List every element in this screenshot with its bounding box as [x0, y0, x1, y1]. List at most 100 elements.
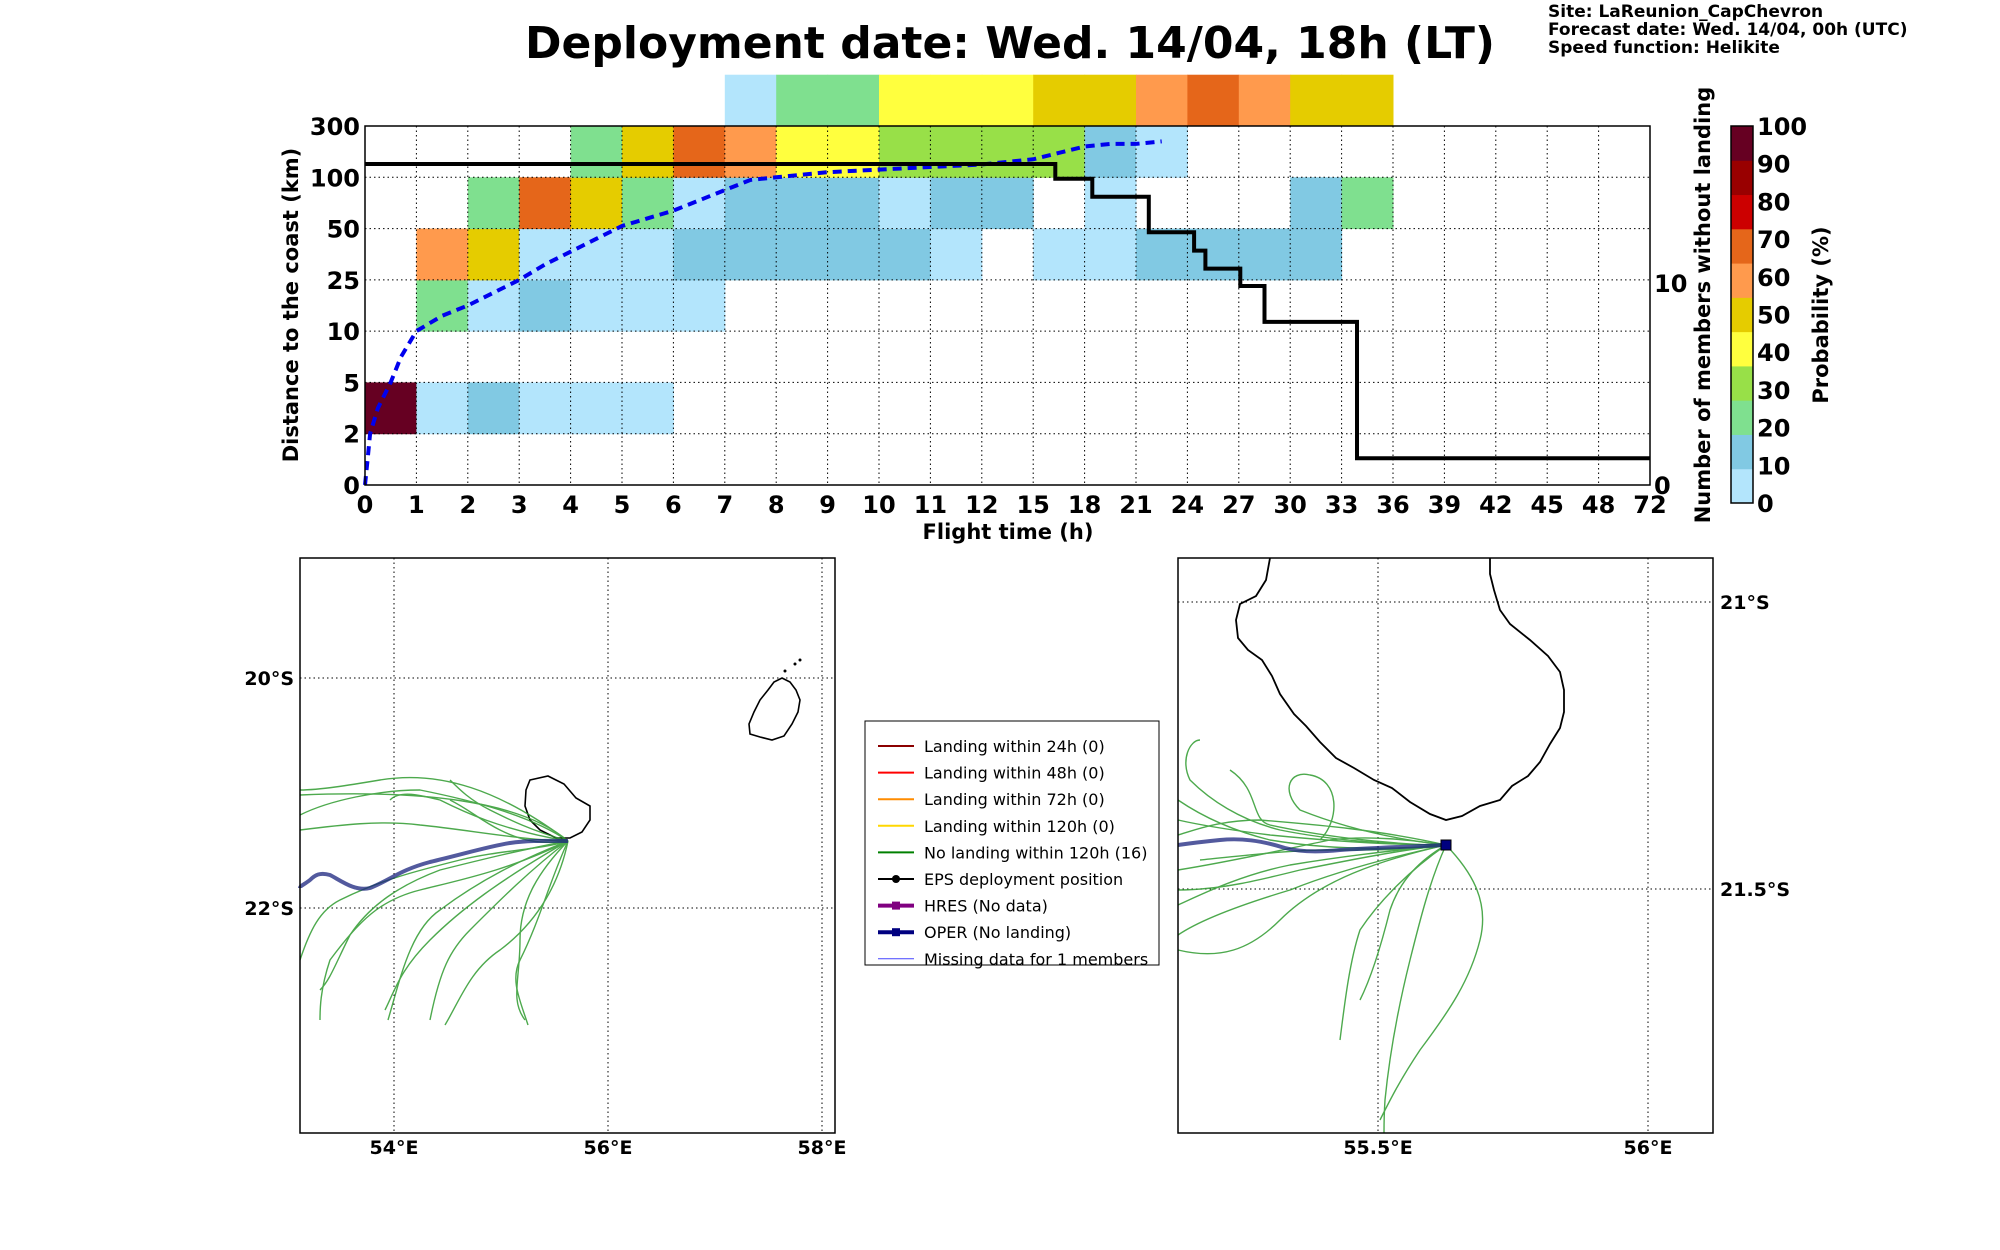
heatmap-cell — [519, 177, 572, 230]
heatmap-cell — [776, 177, 829, 230]
colorbar-segment — [1731, 160, 1753, 196]
heatmap-cell — [1084, 228, 1137, 281]
heatmap-cell — [622, 177, 674, 230]
heatmap-cell — [570, 126, 623, 178]
x-tick-label: 4 — [562, 491, 579, 519]
colorbar-label: Probability (%) — [1809, 226, 1833, 403]
heatmap-cell — [724, 74, 777, 127]
reunion-coastline — [524, 775, 591, 839]
map-right: 55.5°E 56°E 21°S 21.5°S — [1177, 557, 1790, 1159]
colorbar-tick-labels: 0 10 20 30 40 50 60 70 80 90 100 — [1757, 113, 1807, 518]
x-tick-label: 6 — [665, 491, 682, 519]
oper-trajectory-right — [1177, 837, 1447, 854]
heatmap-cell — [879, 74, 931, 127]
heatmap-cell — [622, 126, 674, 178]
map-left-tick-labels: 54°E 56°E 58°E 20°S 22°S — [244, 668, 846, 1159]
map-right-lat-tick: 21.5°S — [1720, 879, 1790, 901]
y2-tick-label: 10 — [1654, 270, 1687, 298]
x-tick-label: 24 — [1171, 491, 1204, 519]
x-tick-label: 18 — [1068, 491, 1101, 519]
heatmap-cell — [1341, 177, 1394, 230]
heatmap-cell — [1290, 228, 1343, 281]
chart-grid — [365, 126, 1650, 485]
colorbar-segment — [1731, 297, 1753, 333]
colorbar-segment — [1731, 434, 1753, 470]
y-tick-label: 10 — [327, 318, 360, 346]
y-tick-label: 5 — [343, 369, 360, 397]
x-tick-label: 36 — [1376, 491, 1409, 519]
x-tick-label: 2 — [459, 491, 476, 519]
legend-item: No landing within 120h (16) — [878, 843, 1147, 862]
map-left: 54°E 56°E 58°E 20°S 22°S — [244, 557, 846, 1159]
legend-label: EPS deployment position — [924, 870, 1123, 889]
legend: Landing within 24h (0) Landing within 48h… — [864, 720, 1160, 969]
chart-frame — [364, 125, 1651, 486]
heatmap-cell — [570, 382, 623, 435]
heatmap-cell — [673, 126, 726, 178]
heatmap-cell — [1238, 74, 1291, 127]
legend-item: OPER (No landing) — [878, 923, 1071, 942]
colorbar-tick-label: 30 — [1757, 377, 1790, 405]
heatmap-cell — [776, 126, 829, 178]
map-left-frame — [299, 557, 836, 1134]
heatmap-cell — [827, 228, 880, 281]
x-tick-label: 45 — [1530, 491, 1563, 519]
members-without-landing-line — [365, 162, 1650, 461]
oper-trajectory-left — [298, 838, 569, 891]
heatmap-cell — [776, 228, 829, 281]
heatmap-cell — [1136, 74, 1188, 127]
colorbar-tick-label: 60 — [1757, 264, 1790, 292]
x-axis-label: Flight time (h) — [923, 520, 1094, 544]
legend-label: Landing within 24h (0) — [924, 737, 1105, 756]
x-tick-label: 30 — [1273, 491, 1306, 519]
colorbar-tick-label: 0 — [1757, 490, 1774, 518]
heatmap-cell — [1290, 177, 1343, 230]
map-right-lon-tick: 56°E — [1624, 1137, 1673, 1159]
heatmap-cell — [1136, 126, 1188, 178]
map-right-tick-labels: 55.5°E 56°E 21°S 21.5°S — [1343, 592, 1790, 1159]
heatmap-cell — [879, 228, 931, 281]
x-tick-label: 15 — [1016, 491, 1049, 519]
map-left-lat-tick: 22°S — [244, 898, 294, 920]
legend-item: HRES (No data) — [878, 897, 1048, 916]
speed-info: Speed function: Helikite — [1548, 38, 1780, 58]
forecast-info: Forecast date: Wed. 14/04, 00h (UTC) — [1548, 20, 1907, 40]
x-tick-label: 42 — [1479, 491, 1512, 519]
colorbar-segment — [1731, 228, 1753, 264]
x-tick-label: 10 — [862, 491, 895, 519]
map-left-lon-tick: 54°E — [370, 1137, 419, 1159]
chart-title: Deployment date: Wed. 14/04, 18h (LT) — [525, 18, 1495, 69]
y-tick-label: 50 — [327, 216, 360, 244]
x-tick-label: 12 — [965, 491, 998, 519]
legend-marker — [892, 928, 900, 937]
heatmap-cell — [724, 228, 777, 281]
colorbar-tick-label: 80 — [1757, 188, 1790, 216]
heatmap-cell — [673, 177, 726, 230]
x-tick-label: 39 — [1428, 491, 1461, 519]
legend-item: Landing within 24h (0) — [878, 737, 1105, 756]
heatmap-cell — [1084, 126, 1137, 178]
legend-marker — [892, 901, 900, 910]
colorbar-segment — [1731, 331, 1753, 367]
heatmap-cell — [622, 228, 674, 281]
x-tick-label: 5 — [614, 491, 631, 519]
legend-item: Landing within 48h (0) — [878, 764, 1105, 783]
y-tick-label: 25 — [327, 267, 360, 295]
x-tick-label: 33 — [1325, 491, 1358, 519]
legend-label: OPER (No landing) — [924, 923, 1071, 942]
heatmap-cell — [519, 279, 572, 332]
map-right-lon-tick: 55.5°E — [1343, 1137, 1412, 1159]
legend-label: HRES (No data) — [924, 897, 1048, 916]
y-tick-label: 2 — [343, 421, 360, 449]
heatmap-cell — [981, 177, 1034, 230]
heatmap-cell — [519, 228, 572, 281]
heatmap-cell — [416, 228, 469, 281]
probability-heatmap — [365, 74, 1394, 435]
x-tick-label: 0 — [357, 491, 374, 519]
colorbar-segment — [1731, 468, 1753, 504]
heatmap-cell — [1290, 74, 1343, 127]
x-tick-label: 21 — [1119, 491, 1152, 519]
heatmap-cell — [930, 74, 983, 127]
heatmap-cell — [570, 228, 623, 281]
